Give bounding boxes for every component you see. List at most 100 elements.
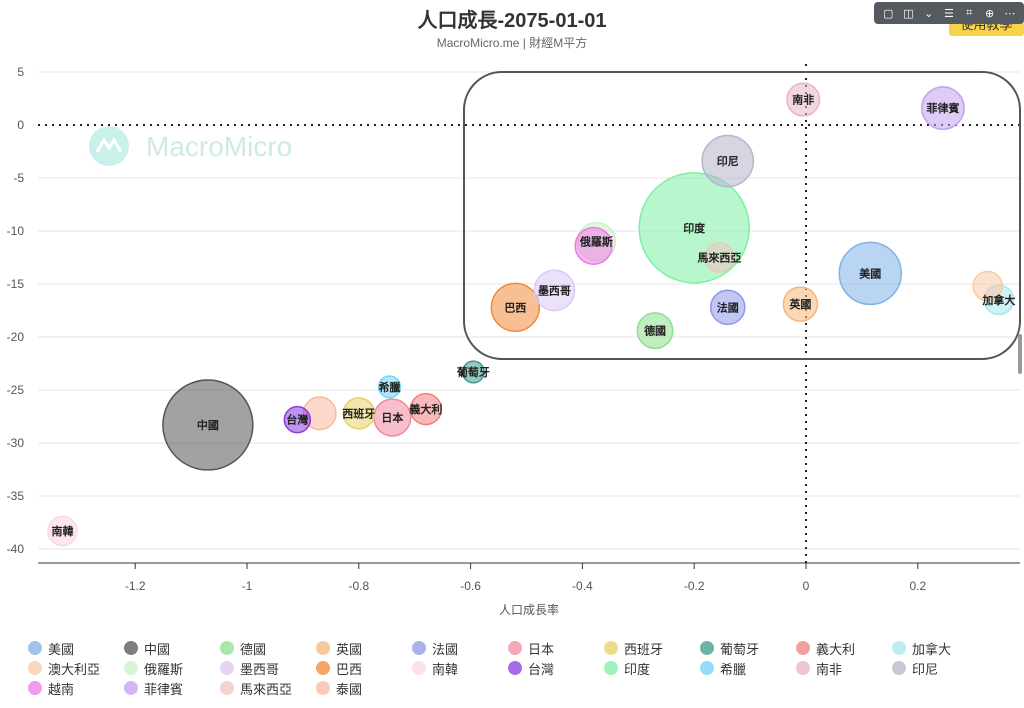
legend-label: 英國 [336,641,363,657]
crop-icon[interactable]: ⌗ [966,6,973,19]
legend-item[interactable]: 南韓 [412,660,508,677]
bubble-label: 日本 [381,411,403,425]
legend-label: 南韓 [432,661,459,677]
y-tick-label: -25 [7,383,25,397]
legend-item[interactable]: 印尼 [892,660,988,677]
bubble-point[interactable] [574,226,613,265]
legend-item[interactable]: 南非 [796,660,892,677]
legend-swatch [28,681,42,695]
legend-item[interactable]: 泰國 [316,680,412,697]
legend-label: 德國 [240,641,267,657]
legend-item[interactable]: 西班牙 [604,640,700,657]
y-tick-label: -10 [7,224,25,238]
bubble-label: 德國 [643,324,666,338]
legend-item[interactable]: 俄羅斯 [124,660,220,677]
bubble-point[interactable] [490,282,541,333]
bubble-point[interactable] [786,82,821,117]
legend-item[interactable]: 印度 [604,660,700,677]
legend-item[interactable]: 葡萄牙 [700,640,796,657]
x-tick-label: -1 [242,579,253,593]
y-tick-label: 0 [17,118,24,132]
legend-swatch [796,661,810,675]
bubble-label: 加拿大 [981,293,1015,307]
legend-swatch [220,641,234,655]
legend-swatch [508,641,522,655]
legend-swatch [892,661,906,675]
legend-item[interactable]: 美國 [28,640,124,657]
bubble-point[interactable] [378,375,402,399]
download-icon[interactable]: ⊕ [984,7,995,20]
legend-item[interactable]: 台灣 [508,660,604,677]
chevron-down-icon[interactable]: ⌄ [924,7,934,20]
x-tick-label: -0.6 [460,579,481,593]
legend-swatch [28,661,42,675]
bubble-point[interactable] [701,134,755,188]
legend-label: 俄羅斯 [144,661,184,677]
comment-icon[interactable]: ▢ [882,7,894,20]
legend-label: 日本 [528,641,555,657]
bubble-point[interactable] [342,397,376,430]
legend-swatch [124,661,138,675]
legend-item[interactable]: 巴西 [316,660,412,677]
bubble-point[interactable] [972,270,1004,302]
legend-swatch [412,661,426,675]
legend-item[interactable]: 日本 [508,640,604,657]
legend-item[interactable]: 馬來西亞 [220,680,316,697]
x-tick-label: 0.2 [909,579,926,593]
legend: 美國 中國 德國 英國 法國 日本 西班牙 葡萄牙 義大利 加拿大澳大利亞 俄羅斯 墨西哥 巴西 南韓 台灣… [28,640,1018,697]
legend-item[interactable]: 法國 [412,640,508,657]
bubble-label: 印尼 [717,155,739,168]
legend-label: 菲律賓 [144,681,184,697]
bubble-label: 葡萄牙 [456,365,490,379]
more-icon[interactable]: ⋯ [1004,7,1016,20]
axes: 5 0 -5 -10 -15 -20 -25 -30 -35 -40 -1.2 -1 -0.8 -0.6 -… [7,64,1020,593]
chart-toolbar: ▢ ◫ ⌄ ☰ ⌗ ⊕ ⋯ [874,2,1024,24]
legend-label: 印尼 [912,661,939,677]
legend-swatch [892,641,906,655]
legend-item[interactable]: 越南 [28,680,124,697]
bubble-point[interactable] [709,289,746,326]
bubble-point[interactable] [704,242,735,273]
chart-subtitle: MacroMicro.me | 財經M平方 [436,36,588,50]
bubble-point[interactable] [162,379,254,471]
legend-item[interactable]: 澳大利亞 [28,660,124,677]
y-tick-label: -15 [7,277,25,291]
legend-swatch [604,661,618,675]
bubble-label: 美國 [859,266,881,280]
layout-icon[interactable]: ☰ [944,7,954,20]
legend-label: 西班牙 [624,641,664,657]
legend-item[interactable]: 加拿大 [892,640,988,657]
bubble-point[interactable] [838,241,903,306]
bubble-point[interactable] [636,312,674,350]
legend-swatch [508,661,522,675]
bubble-point[interactable] [782,286,819,322]
y-tick-label: -40 [7,542,25,556]
legend-label: 巴西 [336,661,363,677]
legend-label: 墨西哥 [240,661,280,677]
bubble-point[interactable] [47,515,78,547]
bubble-point[interactable] [283,405,312,434]
legend-swatch [316,641,330,655]
bubble-point[interactable] [533,269,576,312]
bubble-label: 台灣 [286,413,308,427]
legend-item[interactable]: 中國 [124,640,220,657]
legend-swatch [796,641,810,655]
legend-swatch [700,641,714,655]
legend-item[interactable]: 希臘 [700,660,796,677]
bubble-point[interactable] [921,86,965,130]
legend-item[interactable]: 義大利 [796,640,892,657]
legend-label: 法國 [432,641,459,657]
legend-item[interactable]: 墨西哥 [220,660,316,677]
camera-icon[interactable]: ◫ [903,7,914,20]
legend-item[interactable]: 菲律賓 [124,680,220,697]
x-tick-label: 0 [803,579,810,593]
bubble-point[interactable] [461,360,485,384]
legend-item[interactable]: 英國 [316,640,412,657]
legend-swatch [28,641,42,655]
legend-swatch [316,661,330,675]
scrollbar[interactable] [1018,334,1022,374]
legend-swatch [412,641,426,655]
bubble-point[interactable] [409,392,443,426]
legend-swatch [220,681,234,695]
legend-item[interactable]: 德國 [220,640,316,657]
